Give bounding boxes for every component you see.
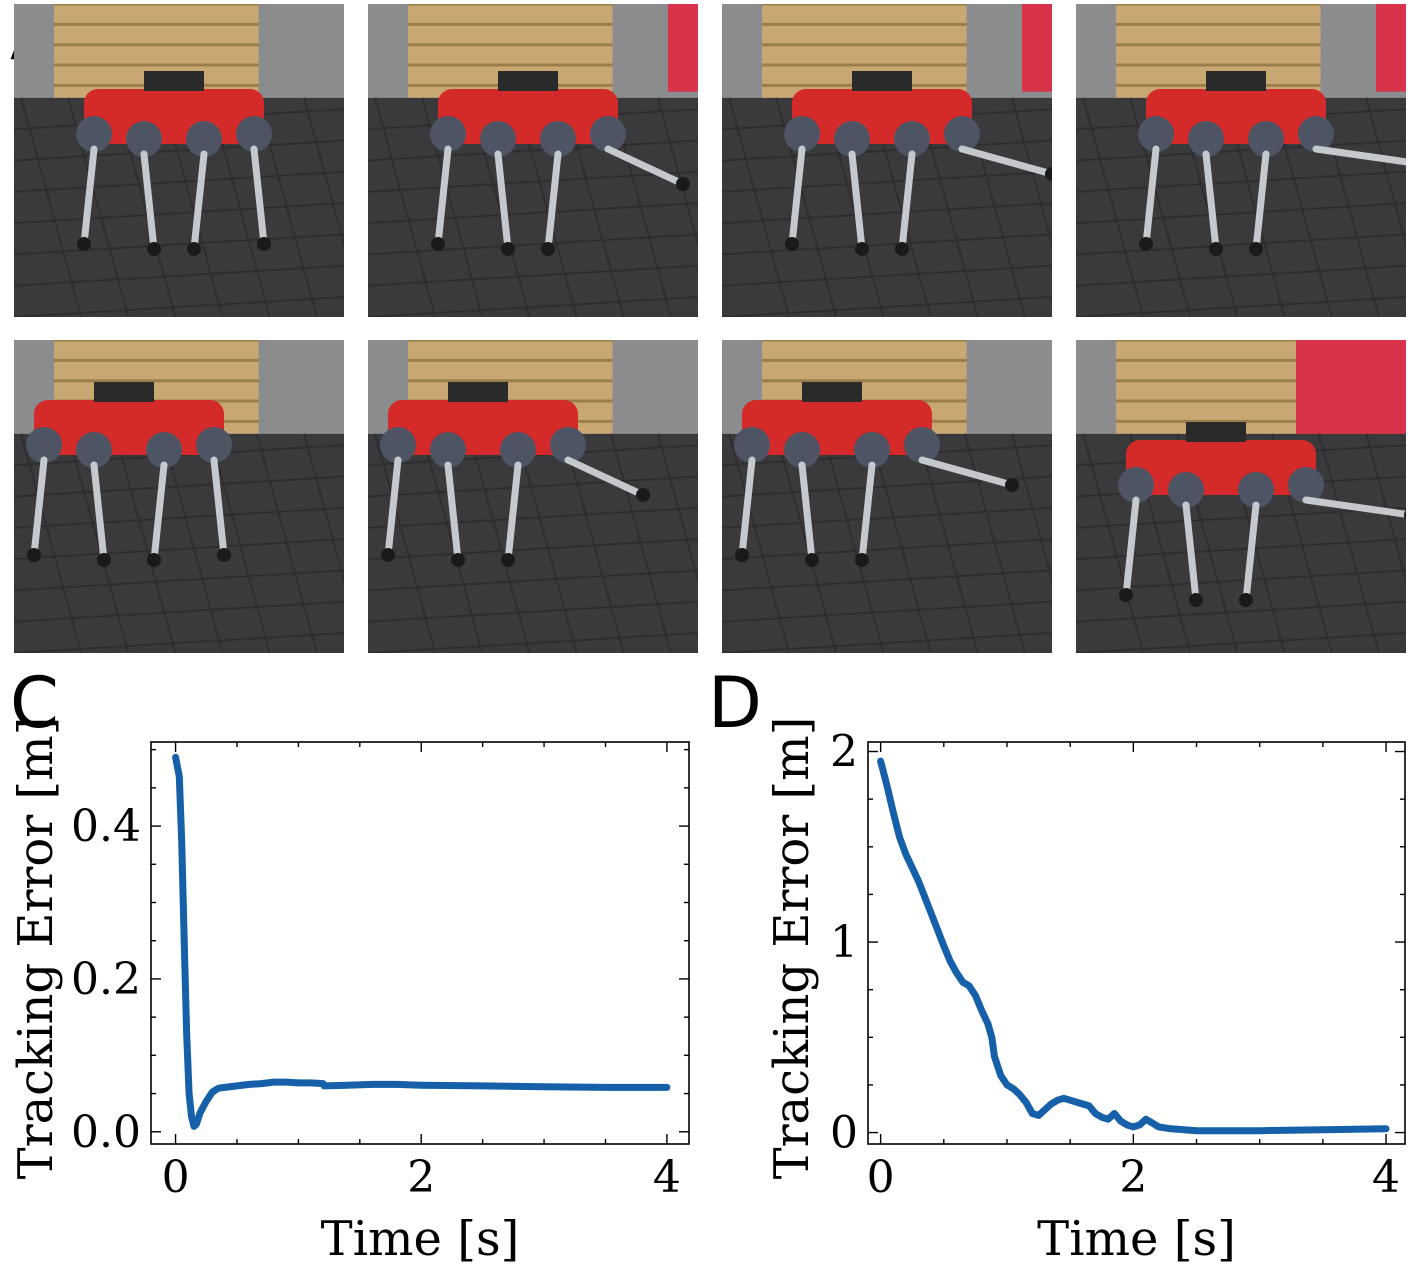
y-tick-label: 1 xyxy=(830,917,858,968)
series-line xyxy=(172,753,671,1130)
x-tick-label: 4 xyxy=(1372,1152,1400,1203)
chart-c: 0 2 4 0.0 0.2 0.4 Time [s] Tracking Error [m] xyxy=(8,717,690,1267)
chart-d: 0 2 4 0 1 2 Time [s] Tracking Error [m] xyxy=(764,717,1406,1267)
panel-label-d: D xyxy=(708,662,762,744)
y-tick-label: 0 xyxy=(830,1108,858,1159)
photo-frame-a-1 xyxy=(14,4,344,317)
x-tick-label: 2 xyxy=(1119,1152,1147,1203)
y-tick-label: 0.2 xyxy=(71,954,141,1005)
crates xyxy=(1116,340,1321,434)
plot-frame xyxy=(150,741,690,1145)
robot xyxy=(380,382,650,567)
robot xyxy=(784,71,1052,256)
panel-label-c: C xyxy=(10,662,59,744)
robot xyxy=(1118,422,1406,607)
photo-frame-a-3 xyxy=(722,4,1052,317)
x-tick-label: 2 xyxy=(407,1152,435,1203)
y-axis-label: Tracking Error [m] xyxy=(8,717,64,1180)
x-axis-label: Time [s] xyxy=(321,1211,520,1267)
y-tick-label: 0.4 xyxy=(71,801,141,852)
robot xyxy=(1138,71,1406,256)
x-axis-label: Time [s] xyxy=(1037,1211,1236,1267)
photo-frame-a-4 xyxy=(1076,4,1406,317)
photo-frame-b-4 xyxy=(1076,340,1406,653)
x-tick-label: 4 xyxy=(653,1152,681,1203)
robot xyxy=(430,71,690,256)
x-tick-label: 0 xyxy=(162,1152,190,1203)
robot xyxy=(734,382,1019,567)
y-tick-label: 0.0 xyxy=(71,1107,141,1158)
y-axis-label: Tracking Error [m] xyxy=(764,717,820,1180)
plot-frame xyxy=(867,741,1406,1145)
crates xyxy=(1116,4,1321,98)
photo-frame-a-2 xyxy=(368,4,698,317)
series-line xyxy=(877,757,1390,1135)
x-tick-label: 0 xyxy=(867,1152,895,1203)
robot xyxy=(76,71,272,256)
photo-frame-b-3 xyxy=(722,340,1052,653)
robot xyxy=(26,382,232,567)
photo-frame-b-1 xyxy=(14,340,344,653)
photo-frame-b-2 xyxy=(368,340,698,653)
y-tick-label: 2 xyxy=(830,727,858,778)
